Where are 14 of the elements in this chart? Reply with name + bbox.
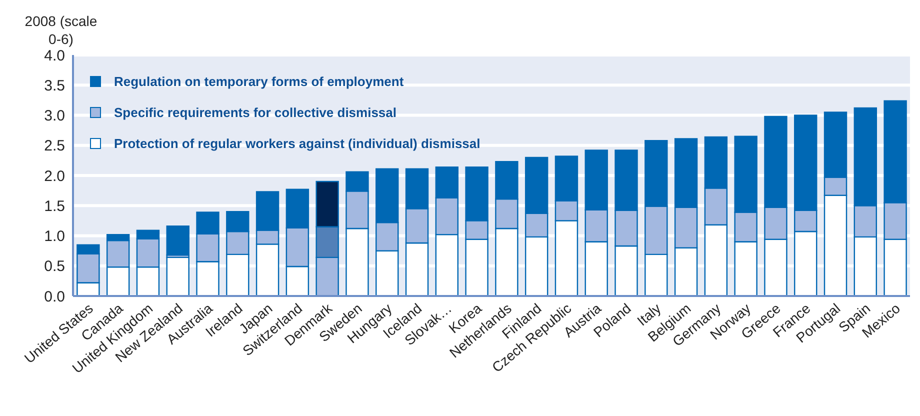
y-tick-label: 3.0 xyxy=(44,108,65,125)
y-tick-label: 2.0 xyxy=(44,168,65,185)
y-tick-label: 0.5 xyxy=(44,258,65,276)
y-axis-title: 2008 (scale 0-6) xyxy=(24,12,98,48)
y-tick-label: 0.0 xyxy=(44,288,65,306)
y-tick-label: 4.0 xyxy=(44,47,65,64)
y-tick-label: 1.5 xyxy=(44,198,65,215)
bar xyxy=(166,226,190,256)
legend-label: Regulation on temporary forms of employment xyxy=(114,74,404,89)
y-tick-label: 1.0 xyxy=(44,228,65,246)
y-tick-label: 2.5 xyxy=(44,138,65,155)
legend-label: Protection of regular workers against (individual) dismissal xyxy=(114,136,480,151)
y-tick-label: 3.5 xyxy=(44,77,65,94)
legend-label: Specific requirements for collective dismissal xyxy=(114,105,397,120)
